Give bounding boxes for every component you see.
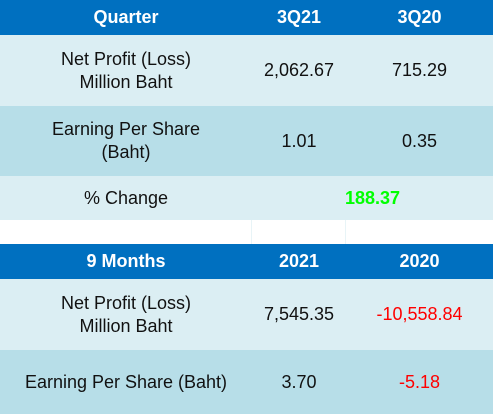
value-2021: 7,545.35 xyxy=(263,304,335,324)
value-3q20: 0.35 xyxy=(401,130,438,151)
quarter-header-label: Quarter xyxy=(93,7,159,27)
value-3q21: 1.01 xyxy=(281,130,317,151)
row-label-line: Million Baht xyxy=(79,315,173,336)
value-3q21: 2,062.67 xyxy=(263,60,335,80)
table-row-net-profit-quarter: Net Profit (Loss) Million Baht 2,062.67 … xyxy=(0,35,493,106)
table-row-net-profit-9m: Net Profit (Loss) Million Baht 7,545.35 … xyxy=(0,279,493,350)
change-value: 188.37 xyxy=(344,187,401,208)
row-label: Earning Per Share (Baht) xyxy=(0,350,252,414)
nine-months-header-label: 9 Months xyxy=(86,251,166,271)
table-row-eps-quarter: Earning Per Share (Baht) 1.01 0.35 xyxy=(0,106,493,176)
row-label-line: Earning Per Share (Baht) xyxy=(24,371,228,392)
value-2020: -10,558.84 xyxy=(376,304,463,324)
table-row-percent-change: % Change 188.37 xyxy=(0,176,493,220)
row-label-line: Million Baht xyxy=(79,71,173,92)
row-label-line: Net Profit (Loss) xyxy=(60,292,192,313)
value-3q20: 715.29 xyxy=(391,60,448,80)
quarter-header-row: Quarter 3Q21 3Q20 xyxy=(0,0,493,35)
table-row-eps-9m: Earning Per Share (Baht) 3.70 -5.18 xyxy=(0,350,493,414)
value-2020: -5.18 xyxy=(398,371,441,392)
quarter-header-3q20: 3Q20 xyxy=(397,7,442,27)
row-label-line: Earning Per Share xyxy=(51,119,201,139)
nine-months-header-2020: 2020 xyxy=(399,251,440,271)
nine-months-table: 9 Months 2021 2020 Net Profit (Loss) Mil… xyxy=(0,244,493,414)
row-label-line: (Baht) xyxy=(101,142,151,162)
change-label: % Change xyxy=(83,187,169,208)
nine-months-header-2021: 2021 xyxy=(278,251,320,271)
row-label: Earning Per Share (Baht) xyxy=(0,106,252,176)
nine-months-header-row: 9 Months 2021 2020 xyxy=(0,244,493,279)
row-label: Net Profit (Loss) Million Baht xyxy=(0,35,252,106)
row-label: Net Profit (Loss) Million Baht xyxy=(0,279,252,350)
value-2021: 3.70 xyxy=(281,371,317,392)
row-label-line: Net Profit (Loss) xyxy=(60,48,192,69)
quarter-table: Quarter 3Q21 3Q20 Net Profit (Loss) Mill… xyxy=(0,0,493,244)
separator-row xyxy=(0,220,493,244)
quarter-header-3q21: 3Q21 xyxy=(276,7,322,27)
